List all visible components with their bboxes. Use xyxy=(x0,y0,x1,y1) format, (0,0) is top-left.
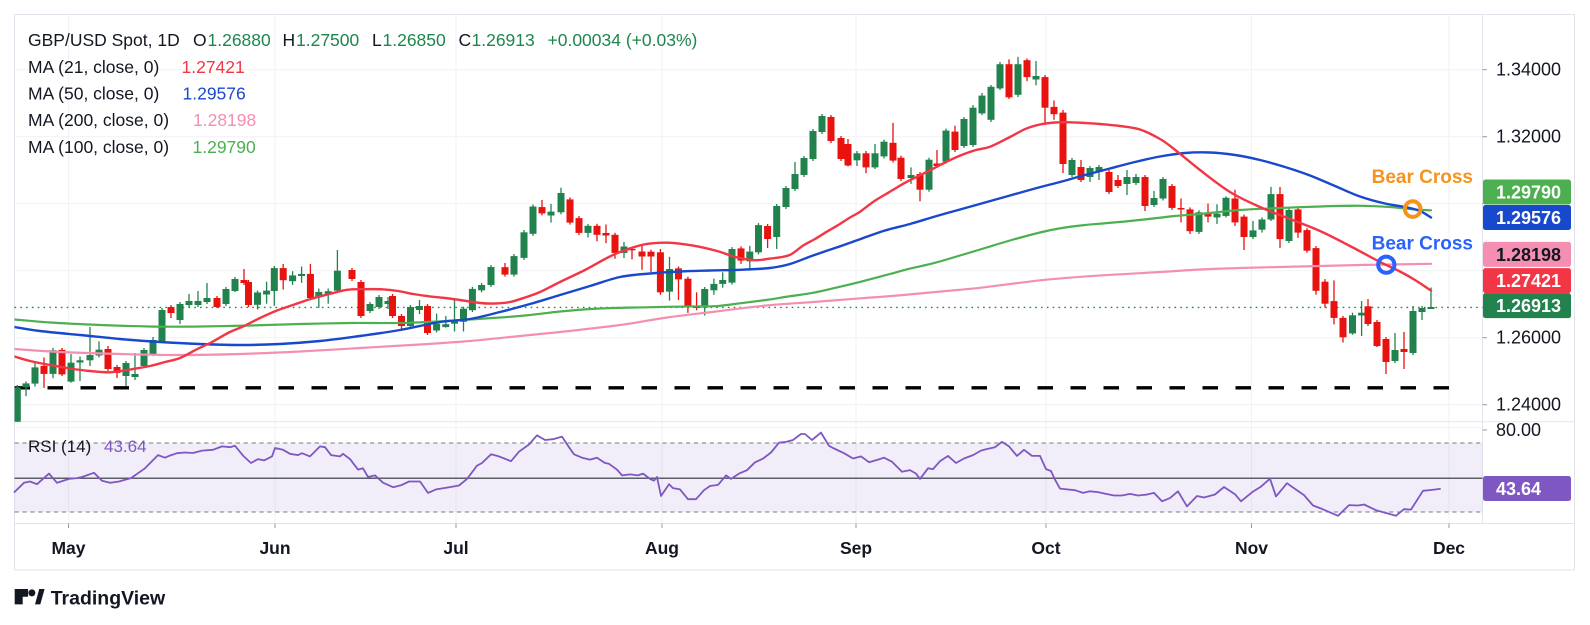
svg-text:GBP/USD Spot, 1D: GBP/USD Spot, 1D xyxy=(28,30,180,50)
svg-text:Dec: Dec xyxy=(1433,538,1465,558)
svg-text:O: O xyxy=(193,30,207,50)
svg-text:TradingView: TradingView xyxy=(51,588,166,610)
svg-text:Oct: Oct xyxy=(1031,538,1060,558)
svg-text:1.26850: 1.26850 xyxy=(383,30,447,50)
svg-text:Bear Cross: Bear Cross xyxy=(1372,167,1473,188)
svg-text:MA (100, close, 0): MA (100, close, 0) xyxy=(28,137,169,157)
svg-text:1.28198: 1.28198 xyxy=(193,110,256,130)
svg-text:1.28198: 1.28198 xyxy=(1496,245,1561,265)
svg-text:1.27500: 1.27500 xyxy=(296,30,360,50)
svg-text:1.29790: 1.29790 xyxy=(1496,183,1561,203)
svg-text:43.64: 43.64 xyxy=(104,437,147,456)
svg-text:MA (200, close, 0): MA (200, close, 0) xyxy=(28,110,169,130)
svg-text:80.00: 80.00 xyxy=(1496,420,1541,440)
svg-text:1.29576: 1.29576 xyxy=(183,84,246,104)
svg-text:L: L xyxy=(372,30,382,50)
svg-text:+0.00034 (+0.03%): +0.00034 (+0.03%) xyxy=(548,30,698,50)
svg-text:1.26000: 1.26000 xyxy=(1496,328,1561,348)
svg-text:1.27421: 1.27421 xyxy=(182,57,245,77)
svg-text:Nov: Nov xyxy=(1235,538,1268,558)
svg-text:Sep: Sep xyxy=(840,538,872,558)
svg-text:1.26913: 1.26913 xyxy=(1496,296,1561,316)
svg-text:1.29576: 1.29576 xyxy=(1496,208,1561,228)
svg-text:MA (50, close, 0): MA (50, close, 0) xyxy=(28,84,159,104)
svg-text:H: H xyxy=(283,30,296,50)
svg-text:1.34000: 1.34000 xyxy=(1496,60,1561,80)
svg-text:1.26880: 1.26880 xyxy=(208,30,272,50)
svg-text:1.26913: 1.26913 xyxy=(472,30,535,50)
svg-text:1.29790: 1.29790 xyxy=(193,137,257,157)
svg-text:1.32000: 1.32000 xyxy=(1496,127,1561,147)
svg-text:1.27421: 1.27421 xyxy=(1496,271,1561,291)
svg-text:RSI (14): RSI (14) xyxy=(28,437,91,456)
svg-text:Jul: Jul xyxy=(443,538,468,558)
svg-text:1.24000: 1.24000 xyxy=(1496,395,1561,415)
svg-text:May: May xyxy=(51,538,85,558)
svg-text:43.64: 43.64 xyxy=(1496,479,1541,499)
svg-text:Bear Cross: Bear Cross xyxy=(1372,234,1473,255)
svg-text:Aug: Aug xyxy=(645,538,679,558)
svg-text:Jun: Jun xyxy=(259,538,290,558)
svg-text:C: C xyxy=(459,30,472,50)
svg-text:MA (21, close, 0): MA (21, close, 0) xyxy=(28,57,159,77)
